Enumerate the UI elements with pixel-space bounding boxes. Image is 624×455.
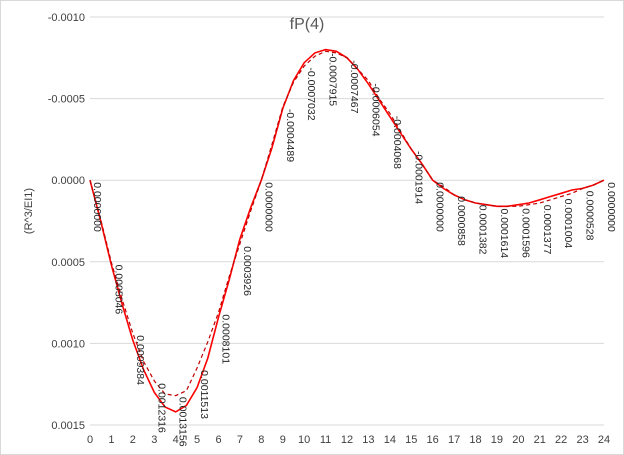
x-tick-label: 20 — [512, 434, 524, 446]
x-tick-label: 4 — [173, 434, 179, 446]
data-label-7: 0.0003926 — [241, 246, 253, 296]
data-label-4: 0.0013156 — [177, 397, 189, 447]
data-label-24: 0.0000000 — [605, 182, 617, 232]
x-tick-label: 8 — [258, 434, 264, 446]
x-tick-label: 10 — [298, 434, 310, 446]
data-label-10: -0.0007032 — [305, 67, 317, 120]
x-tick-label: 2 — [130, 434, 136, 446]
y-tick-label: -0.0010 — [48, 12, 85, 24]
data-label-12: -0.0007467 — [348, 60, 360, 113]
x-tick-label: 24 — [598, 434, 610, 446]
data-label-2: 0.0009384 — [134, 335, 146, 385]
data-label-3: 0.0012316 — [155, 383, 167, 433]
x-tick-label: 22 — [555, 434, 567, 446]
data-label-0: 0.0000000 — [91, 182, 103, 232]
y-tick-label: 0.0000 — [51, 175, 85, 187]
data-label-23: 0.0000528 — [584, 191, 596, 241]
x-axis-ticks: 0 1 2 3 4 5 6 7 8 9 10 11 12 13 14 15 16 17 18 19 20 21 22 23 24 — [87, 434, 610, 446]
data-label-5: 0.0011513 — [198, 370, 210, 419]
x-tick-label: 14 — [384, 434, 396, 446]
x-tick-label: 5 — [194, 434, 200, 446]
data-label-8: 0.0000000 — [262, 182, 274, 232]
data-label-17: 0.0000858 — [455, 196, 467, 246]
x-tick-label: 18 — [469, 434, 481, 446]
data-label-15: -0.0001914 — [412, 151, 424, 204]
x-tick-label: 11 — [320, 434, 331, 446]
data-label-6: 0.0008101 — [220, 314, 232, 364]
x-tick-label: 6 — [215, 434, 221, 446]
data-label-21: 0.0001377 — [541, 205, 553, 255]
chart-title: fP(4) — [290, 16, 325, 33]
data-label-1: 0.0005046 — [112, 265, 124, 315]
x-tick-label: 0 — [87, 434, 93, 446]
series-lines — [89, 48, 605, 413]
data-label-9: -0.0004489 — [284, 109, 296, 162]
gridlines — [90, 16, 604, 426]
data-label-14: -0.0004068 — [391, 116, 403, 169]
x-tick-label: 21 — [534, 434, 546, 446]
x-tick-label: 19 — [491, 434, 503, 446]
x-tick-label: 9 — [280, 434, 286, 446]
y-tick-label: 0.0010 — [51, 338, 85, 350]
data-label-20: 0.0001596 — [519, 208, 531, 258]
x-tick-label: 7 — [237, 434, 243, 446]
y-tick-label: 0.0015 — [51, 420, 85, 432]
x-tick-label: 13 — [362, 434, 374, 446]
y-axis-label: (R^3/EI1) — [23, 188, 35, 234]
data-label-22: 0.0001004 — [562, 199, 574, 249]
x-tick-label: 12 — [341, 434, 353, 446]
data-labels: 0.0000000 0.0005046 0.0009384 0.0012316 0.00… — [91, 53, 617, 447]
data-label-13: -0.0006054 — [369, 83, 381, 136]
x-tick-label: 16 — [427, 434, 439, 446]
y-axis-ticks: -0.0010 -0.0005 0.0000 0.0005 0.0010 0.0015 — [48, 12, 85, 432]
series-line-dashed — [89, 50, 605, 397]
x-tick-label: 1 — [108, 434, 114, 446]
x-tick-label: 3 — [151, 434, 157, 446]
data-label-19: 0.0001614 — [498, 209, 510, 259]
x-tick-label: 17 — [448, 434, 460, 446]
x-tick-label: 23 — [576, 434, 588, 446]
data-label-16: 0.0000000 — [434, 182, 446, 232]
x-tick-label: 15 — [405, 434, 417, 446]
data-label-11: -0.0007915 — [327, 53, 339, 106]
y-tick-label: -0.0005 — [48, 94, 85, 106]
data-label-18: 0.0001382 — [477, 205, 489, 255]
y-tick-label: 0.0005 — [51, 257, 85, 269]
